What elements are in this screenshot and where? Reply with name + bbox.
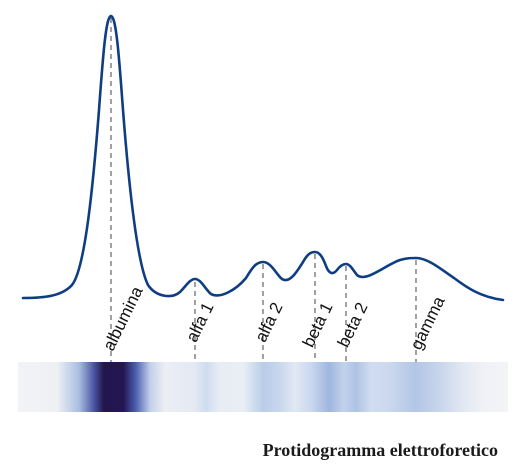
protein-curve	[21, 14, 505, 302]
figure-caption: Protidogramma elettroforetico	[262, 440, 498, 460]
electrophoresis-band	[18, 362, 508, 412]
label-beta-2: beta 2	[334, 299, 372, 350]
label-alfa-1: alfa 1	[182, 299, 217, 345]
guide-lines	[110, 18, 417, 362]
label-albumina: albumina	[99, 283, 147, 354]
label-gamma: gamma	[407, 293, 449, 353]
label-beta-1: beta 1	[299, 299, 337, 350]
label-alfa-2: alfa 2	[251, 299, 286, 345]
